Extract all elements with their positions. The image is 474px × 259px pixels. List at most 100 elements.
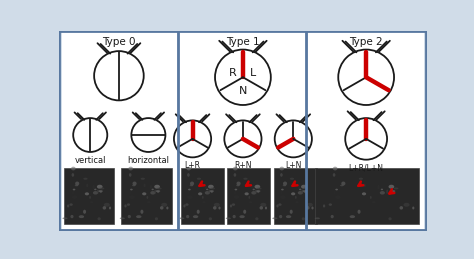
Ellipse shape — [213, 206, 217, 210]
Ellipse shape — [403, 203, 410, 207]
Ellipse shape — [295, 201, 299, 203]
Ellipse shape — [251, 185, 254, 189]
Ellipse shape — [202, 201, 206, 203]
Ellipse shape — [253, 189, 255, 190]
Ellipse shape — [265, 206, 267, 210]
Text: R: R — [229, 68, 237, 78]
Ellipse shape — [94, 51, 144, 100]
Ellipse shape — [259, 206, 263, 210]
Ellipse shape — [219, 206, 220, 210]
Ellipse shape — [233, 215, 236, 218]
Ellipse shape — [144, 184, 146, 187]
Ellipse shape — [190, 182, 194, 185]
Ellipse shape — [161, 203, 167, 207]
Ellipse shape — [97, 190, 99, 194]
Ellipse shape — [197, 210, 200, 214]
Ellipse shape — [236, 185, 240, 186]
Ellipse shape — [283, 182, 287, 185]
Text: L+N: L+N — [285, 161, 301, 170]
Ellipse shape — [272, 218, 277, 219]
Ellipse shape — [286, 215, 291, 218]
Ellipse shape — [255, 190, 260, 192]
Ellipse shape — [72, 191, 74, 195]
Ellipse shape — [100, 191, 102, 193]
Ellipse shape — [198, 192, 202, 195]
Ellipse shape — [208, 185, 214, 189]
Ellipse shape — [205, 185, 207, 189]
Ellipse shape — [166, 206, 168, 210]
Ellipse shape — [185, 203, 189, 206]
Ellipse shape — [155, 190, 160, 192]
Ellipse shape — [333, 167, 337, 170]
Ellipse shape — [188, 189, 191, 190]
Ellipse shape — [208, 190, 210, 194]
Ellipse shape — [89, 196, 91, 199]
Ellipse shape — [72, 173, 74, 177]
Ellipse shape — [83, 178, 88, 180]
Bar — [121, 168, 172, 224]
Ellipse shape — [341, 182, 346, 185]
Ellipse shape — [141, 178, 145, 180]
Bar — [181, 168, 224, 224]
Ellipse shape — [340, 185, 344, 186]
Ellipse shape — [206, 189, 209, 190]
Ellipse shape — [299, 189, 301, 190]
Ellipse shape — [280, 167, 284, 170]
Ellipse shape — [302, 217, 305, 220]
Bar — [308, 32, 424, 229]
Text: N: N — [239, 86, 247, 96]
Ellipse shape — [100, 188, 104, 189]
Ellipse shape — [377, 185, 380, 189]
Ellipse shape — [246, 184, 248, 187]
Ellipse shape — [93, 191, 98, 195]
Ellipse shape — [315, 218, 320, 219]
Ellipse shape — [345, 118, 387, 160]
Ellipse shape — [330, 215, 334, 218]
Ellipse shape — [132, 185, 136, 186]
Ellipse shape — [230, 204, 232, 207]
Ellipse shape — [323, 204, 325, 207]
Ellipse shape — [147, 201, 151, 203]
Text: L: L — [250, 68, 256, 78]
Ellipse shape — [174, 120, 211, 157]
Ellipse shape — [334, 191, 336, 195]
Ellipse shape — [157, 188, 162, 189]
Ellipse shape — [179, 218, 184, 219]
Ellipse shape — [94, 189, 97, 190]
Ellipse shape — [129, 191, 132, 195]
Ellipse shape — [281, 191, 283, 195]
Ellipse shape — [197, 178, 201, 180]
Ellipse shape — [335, 196, 341, 199]
Ellipse shape — [124, 204, 127, 207]
Text: L+R: L+R — [184, 161, 201, 170]
Ellipse shape — [128, 215, 131, 218]
Text: vertical: vertical — [74, 156, 106, 165]
Ellipse shape — [232, 203, 235, 206]
Ellipse shape — [200, 184, 201, 187]
Text: Type 2: Type 2 — [349, 37, 383, 47]
Ellipse shape — [150, 185, 152, 189]
Ellipse shape — [370, 196, 372, 199]
Ellipse shape — [279, 215, 282, 218]
Ellipse shape — [388, 217, 392, 220]
Ellipse shape — [380, 191, 385, 195]
Ellipse shape — [291, 192, 295, 195]
Ellipse shape — [283, 185, 286, 186]
Ellipse shape — [210, 188, 215, 189]
Ellipse shape — [224, 120, 262, 157]
Ellipse shape — [69, 203, 73, 206]
Ellipse shape — [142, 192, 146, 195]
Ellipse shape — [260, 203, 266, 207]
Ellipse shape — [234, 191, 236, 195]
Ellipse shape — [245, 192, 249, 195]
Ellipse shape — [304, 191, 306, 193]
Ellipse shape — [386, 190, 388, 194]
Ellipse shape — [193, 215, 198, 218]
Bar — [62, 32, 177, 229]
Ellipse shape — [75, 185, 78, 186]
Ellipse shape — [280, 196, 286, 199]
Ellipse shape — [73, 118, 107, 152]
Ellipse shape — [129, 173, 131, 177]
Ellipse shape — [85, 192, 89, 195]
Ellipse shape — [251, 191, 256, 195]
